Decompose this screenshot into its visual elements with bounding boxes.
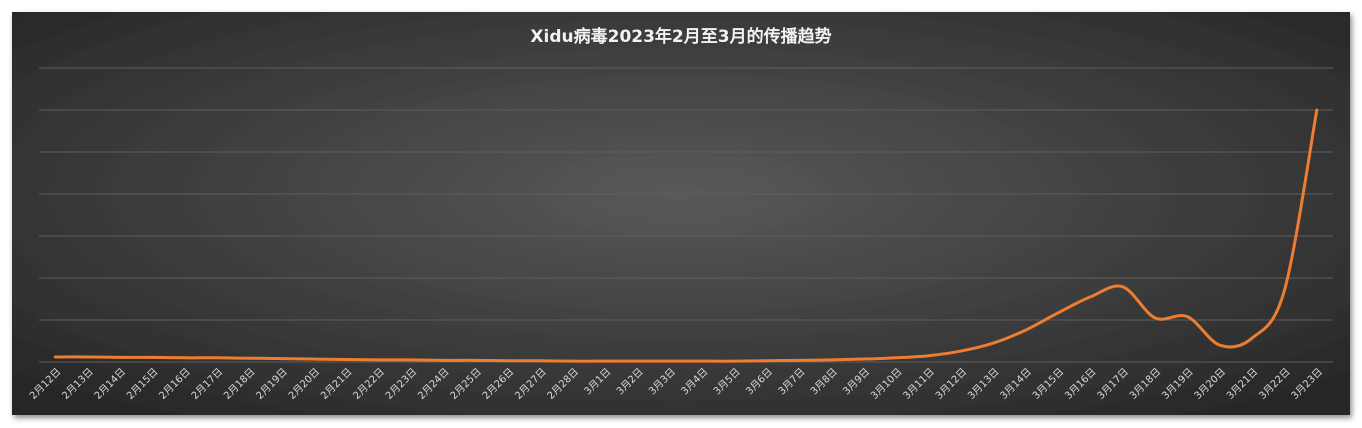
- chart-title: Xidu病毒2023年2月至3月的传播趋势: [530, 26, 831, 47]
- line-series: [53, 108, 1319, 363]
- chart-background: [12, 12, 1350, 415]
